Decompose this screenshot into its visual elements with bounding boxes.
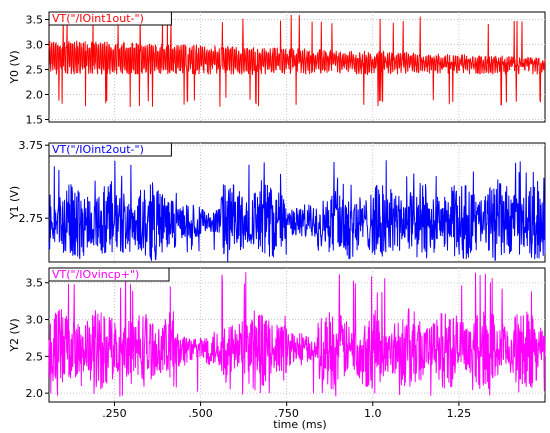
- legend-box: [48, 11, 172, 26]
- legend-label: VT("/IOvincp+"): [52, 268, 139, 281]
- y-tick-label: 3.0: [26, 39, 44, 52]
- y-axis-label: Y1 (V): [8, 186, 21, 220]
- x-tick-label: 1.0: [364, 407, 382, 420]
- y-tick-label: 3.5: [26, 277, 44, 290]
- x-axis-label: time (ms): [273, 418, 326, 431]
- y-tick-label: 3.75: [19, 139, 44, 152]
- series-line: [48, 160, 546, 262]
- y-tick-label: 2.0: [26, 89, 44, 102]
- x-tick-label: 1.25: [447, 407, 472, 420]
- y-tick-label: 2.5: [26, 350, 44, 363]
- x-tick-label: .250: [102, 407, 127, 420]
- y-tick-label: 1.5: [26, 114, 44, 127]
- y-tick-label: 2.0: [26, 387, 44, 400]
- series-line: [48, 14, 546, 108]
- panel-0: 3.5 3.0 2.5 2.0 1.5 Y0 (V) VT("/IOint1out-"): [8, 11, 546, 127]
- y-axis-label: Y2 (V): [8, 318, 21, 352]
- legend-box: [48, 267, 170, 282]
- y-tick-label: 2.75: [19, 212, 44, 225]
- y-tick-label: 3.5: [26, 14, 44, 27]
- legend-label: VT("/IOint1out-"): [52, 12, 144, 25]
- chart-panels: 3.53.02.52.01.5Y0 (V)VT("/IOint1out-")3.…: [8, 11, 546, 403]
- series-line: [48, 272, 546, 397]
- legend-box: [48, 142, 172, 157]
- x-axis: .250 .500 .750 1.0 1.25: [102, 402, 471, 420]
- legend-label: VT("/IOint2out-"): [52, 143, 144, 156]
- y-tick-label: 3.0: [26, 314, 44, 327]
- y-tick-label: 2.5: [26, 64, 44, 77]
- y-axis-label: Y0 (V): [8, 50, 21, 84]
- x-tick-label: .750: [274, 407, 299, 420]
- x-tick-label: .500: [188, 407, 213, 420]
- panel-2: 3.5 3.0 2.5 2.0 Y2 (V) VT("/IOvincp+"): [8, 267, 546, 403]
